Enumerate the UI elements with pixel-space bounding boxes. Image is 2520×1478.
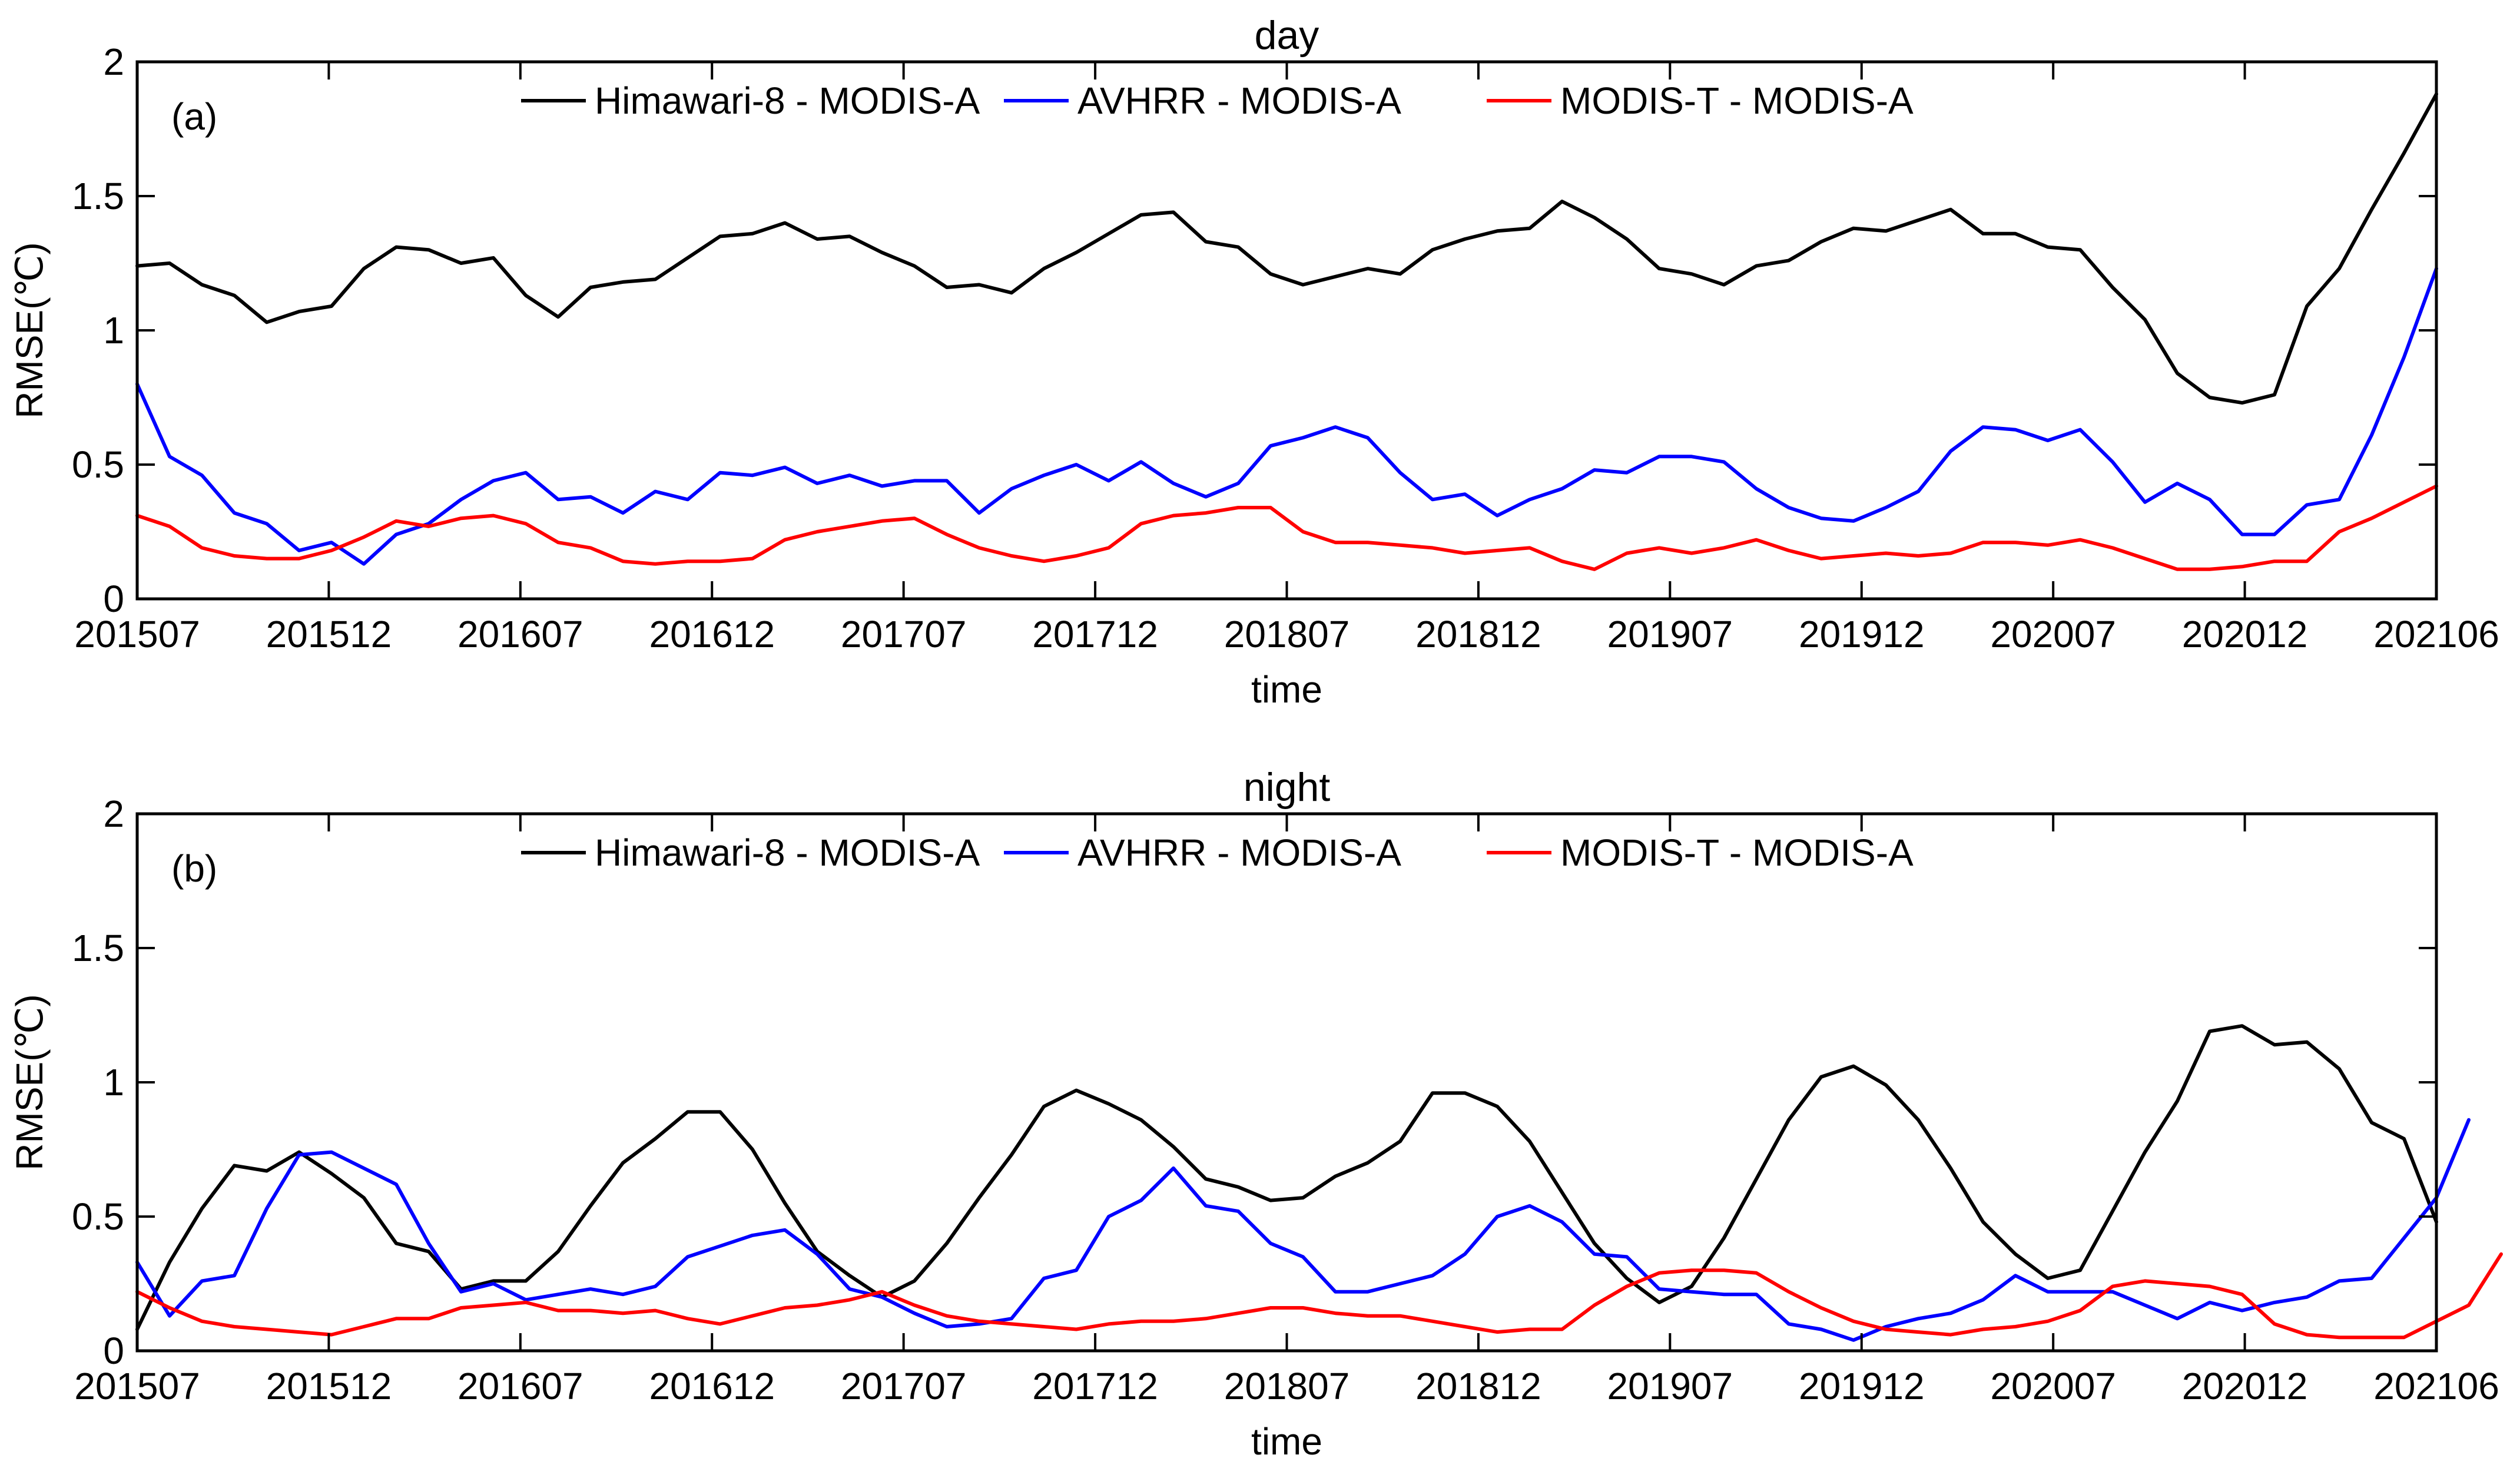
- x-axis-label: time: [1251, 1420, 1322, 1463]
- series-line-avhrr-modis-a: [135, 1118, 2471, 1342]
- x-tick-label: 201512: [266, 1365, 392, 1407]
- panel-label: (a): [171, 95, 217, 138]
- chart-panel-b: 0 0.5 1 1.5 2 201507 201512 201607 201612 201707 2…: [8, 765, 2503, 1463]
- legend-label: MODIS-T - MODIS-A: [1560, 831, 1914, 874]
- x-tick-label: 201812: [1415, 613, 1541, 655]
- x-tick-label: 201712: [1032, 1365, 1158, 1407]
- legend-item: MODIS-T - MODIS-A: [1487, 79, 1914, 122]
- y-tick-label: 2: [103, 41, 124, 83]
- x-tick-label: 201907: [1607, 613, 1733, 655]
- x-tick-label: 202106: [2373, 613, 2499, 655]
- series-line-modis-t-modis-a: [135, 484, 2438, 571]
- legend-label: Himawari-8 - MODIS-A: [595, 79, 980, 122]
- x-tick-label: 201712: [1032, 613, 1158, 655]
- legend-item: Himawari-8 - MODIS-A: [521, 831, 980, 874]
- x-tick-label: 201912: [1799, 613, 1925, 655]
- y-tick-label: 0.5: [72, 443, 124, 486]
- y-tick-label: 0: [103, 1330, 124, 1372]
- legend-label: AVHRR - MODIS-A: [1077, 79, 1401, 122]
- x-tick-label: 201812: [1415, 1365, 1541, 1407]
- x-tick-label: 201707: [841, 613, 967, 655]
- x-tick-label: 201612: [649, 1365, 775, 1407]
- series-line-avhrr-modis-a: [135, 267, 2438, 566]
- series-line-himawari-8-modis-a: [135, 1024, 2438, 1331]
- chart-title: night: [1244, 765, 1331, 810]
- x-tick-label: 202007: [1990, 613, 2116, 655]
- y-tick-label: 1.5: [72, 927, 124, 969]
- x-tick-label: 202007: [1990, 1365, 2116, 1407]
- y-tick-label: 2: [103, 793, 124, 835]
- y-tick-label: 0.5: [72, 1195, 124, 1238]
- x-tick-label: 202012: [2182, 1365, 2308, 1407]
- x-tick-label: 201807: [1224, 1365, 1350, 1407]
- x-tick-label: 201807: [1224, 613, 1350, 655]
- plot-area: [137, 62, 2436, 599]
- y-tick-label: 1: [103, 1061, 124, 1103]
- x-tick-label: 201607: [457, 613, 583, 655]
- x-tick-label: 202106: [2373, 1365, 2499, 1407]
- chart-title: day: [1255, 13, 1319, 58]
- series-line-modis-t-modis-a: [135, 1252, 2503, 1340]
- legend-label: MODIS-T - MODIS-A: [1560, 79, 1914, 122]
- x-tick-label: 201512: [266, 613, 392, 655]
- plot-area: [137, 814, 2436, 1351]
- x-axis-label: time: [1251, 668, 1322, 711]
- y-tick-label: 1: [103, 309, 124, 352]
- series-line-himawari-8-modis-a: [135, 92, 2438, 405]
- x-tick-label: 202012: [2182, 613, 2308, 655]
- chart-panel-a: 0 0.5 1 1.5 2 201507 201512 201607 201612 201707 2…: [8, 13, 2499, 711]
- y-axis-label: RMSE(℃): [8, 994, 51, 1170]
- x-tick-label: 201612: [649, 613, 775, 655]
- x-tick-label: 201907: [1607, 1365, 1733, 1407]
- y-tick-label: 1.5: [72, 175, 124, 217]
- legend-item: AVHRR - MODIS-A: [1004, 831, 1401, 874]
- panel-label: (b): [171, 847, 217, 890]
- x-tick-label: 201912: [1799, 1365, 1925, 1407]
- y-tick-label: 0: [103, 578, 124, 620]
- y-axis-label: RMSE(℃): [8, 242, 51, 418]
- legend-item: AVHRR - MODIS-A: [1004, 79, 1401, 122]
- x-tick-label: 201507: [74, 613, 200, 655]
- legend-label: Himawari-8 - MODIS-A: [595, 831, 980, 874]
- legend-item: MODIS-T - MODIS-A: [1487, 831, 1914, 874]
- x-tick-label: 201507: [74, 1365, 200, 1407]
- x-tick-label: 201607: [457, 1365, 583, 1407]
- legend-label: AVHRR - MODIS-A: [1077, 831, 1401, 874]
- x-tick-label: 201707: [841, 1365, 967, 1407]
- legend-item: Himawari-8 - MODIS-A: [521, 79, 980, 122]
